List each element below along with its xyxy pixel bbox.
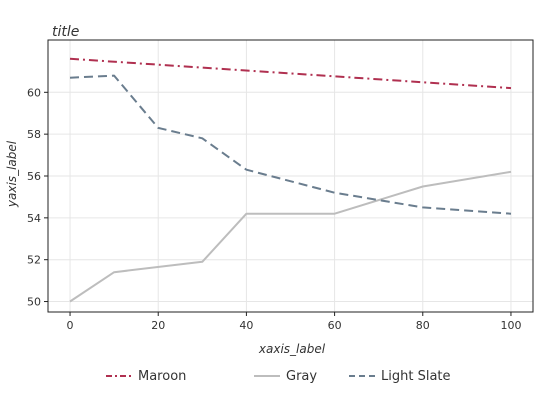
x-tick-label: 80: [416, 319, 430, 332]
y-axis-title: yaxis_label: [5, 140, 19, 208]
x-tick-label: 60: [328, 319, 342, 332]
y-tick-label: 60: [27, 86, 41, 99]
legend-label-maroon: Maroon: [138, 369, 186, 384]
axis-ticks: 0 20 40 60 80 100 50 52 54 56 58 60: [27, 86, 521, 332]
x-tick-label: 100: [500, 319, 521, 332]
x-tick-label: 40: [239, 319, 253, 332]
series-line-gray: [69, 170, 512, 303]
y-tick-label: 56: [27, 170, 41, 183]
x-tick-label: 0: [67, 319, 74, 332]
y-tick-label: 58: [27, 128, 41, 141]
legend: Maroon Gray Light Slate: [106, 369, 451, 384]
x-axis-title: xaxis_label: [258, 342, 326, 356]
y-tick-label: 50: [27, 296, 41, 309]
legend-label-light-slate: Light Slate: [381, 369, 451, 384]
y-tick-label: 54: [27, 212, 41, 225]
y-tick-label: 52: [27, 254, 41, 267]
legend-label-gray: Gray: [286, 369, 317, 384]
x-tick-label: 20: [151, 319, 165, 332]
grid: [48, 40, 533, 312]
series-line-maroon: [69, 57, 512, 90]
chart-title: title: [52, 24, 79, 40]
series-lines: [69, 57, 512, 303]
series-line-light-slate: [69, 74, 512, 215]
